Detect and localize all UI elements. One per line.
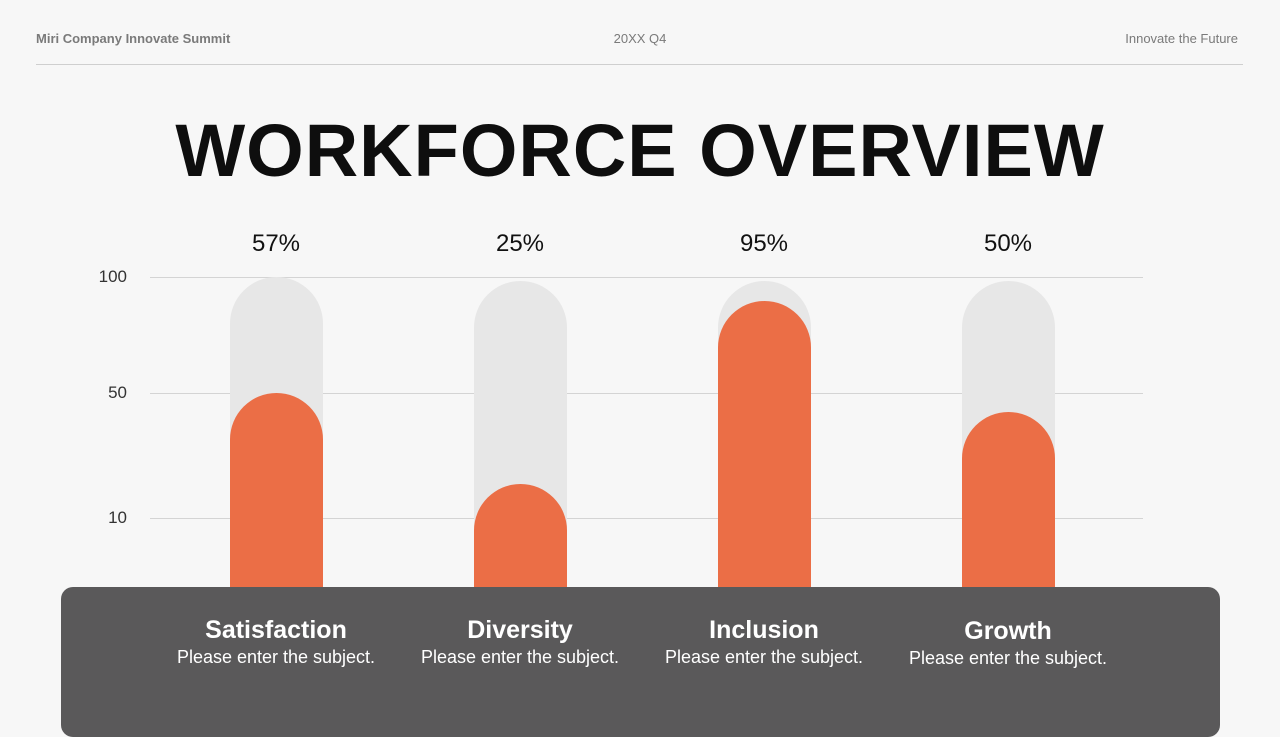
category-name: Diversity bbox=[467, 616, 573, 644]
bar-diversity bbox=[473, 483, 567, 600]
gridline-50 bbox=[150, 393, 1143, 394]
data-label: 57% bbox=[251, 230, 301, 257]
data-label: 50% bbox=[983, 230, 1033, 257]
data-label: 95% bbox=[739, 230, 789, 257]
header-tagline: Innovate the Future bbox=[1125, 31, 1238, 46]
category-name: Growth bbox=[964, 617, 1052, 645]
gridline-100 bbox=[150, 277, 1143, 278]
bar-growth bbox=[961, 411, 1055, 600]
category-subtitle: Please enter the subject. bbox=[908, 648, 1108, 668]
category-subtitle: Please enter the subject. bbox=[664, 647, 864, 667]
y-tick-50: 50 bbox=[108, 383, 127, 402]
category-growth: Growth Please enter the subject. bbox=[888, 617, 1128, 669]
slide-title: WORKFORCE OVERVIEW bbox=[175, 109, 1105, 192]
gridline-10 bbox=[150, 518, 1143, 519]
category-subtitle: Please enter the subject. bbox=[176, 647, 376, 667]
category-satisfaction: Satisfaction Please enter the subject. bbox=[156, 616, 396, 668]
category-name: Satisfaction bbox=[205, 616, 347, 644]
header-period: 20XX Q4 bbox=[613, 31, 667, 46]
category-diversity: Diversity Please enter the subject. bbox=[400, 616, 640, 668]
header-company: Miri Company Innovate Summit bbox=[36, 31, 231, 46]
category-name: Inclusion bbox=[709, 616, 819, 644]
bar-satisfaction bbox=[229, 393, 323, 600]
y-tick-10: 10 bbox=[108, 508, 127, 527]
category-panel bbox=[61, 587, 1220, 737]
category-inclusion: Inclusion Please enter the subject. bbox=[644, 616, 884, 668]
category-subtitle: Please enter the subject. bbox=[420, 647, 620, 667]
bar-inclusion bbox=[717, 301, 811, 600]
y-tick-100: 100 bbox=[98, 267, 127, 286]
header-divider bbox=[36, 64, 1243, 65]
data-label: 25% bbox=[495, 230, 545, 257]
